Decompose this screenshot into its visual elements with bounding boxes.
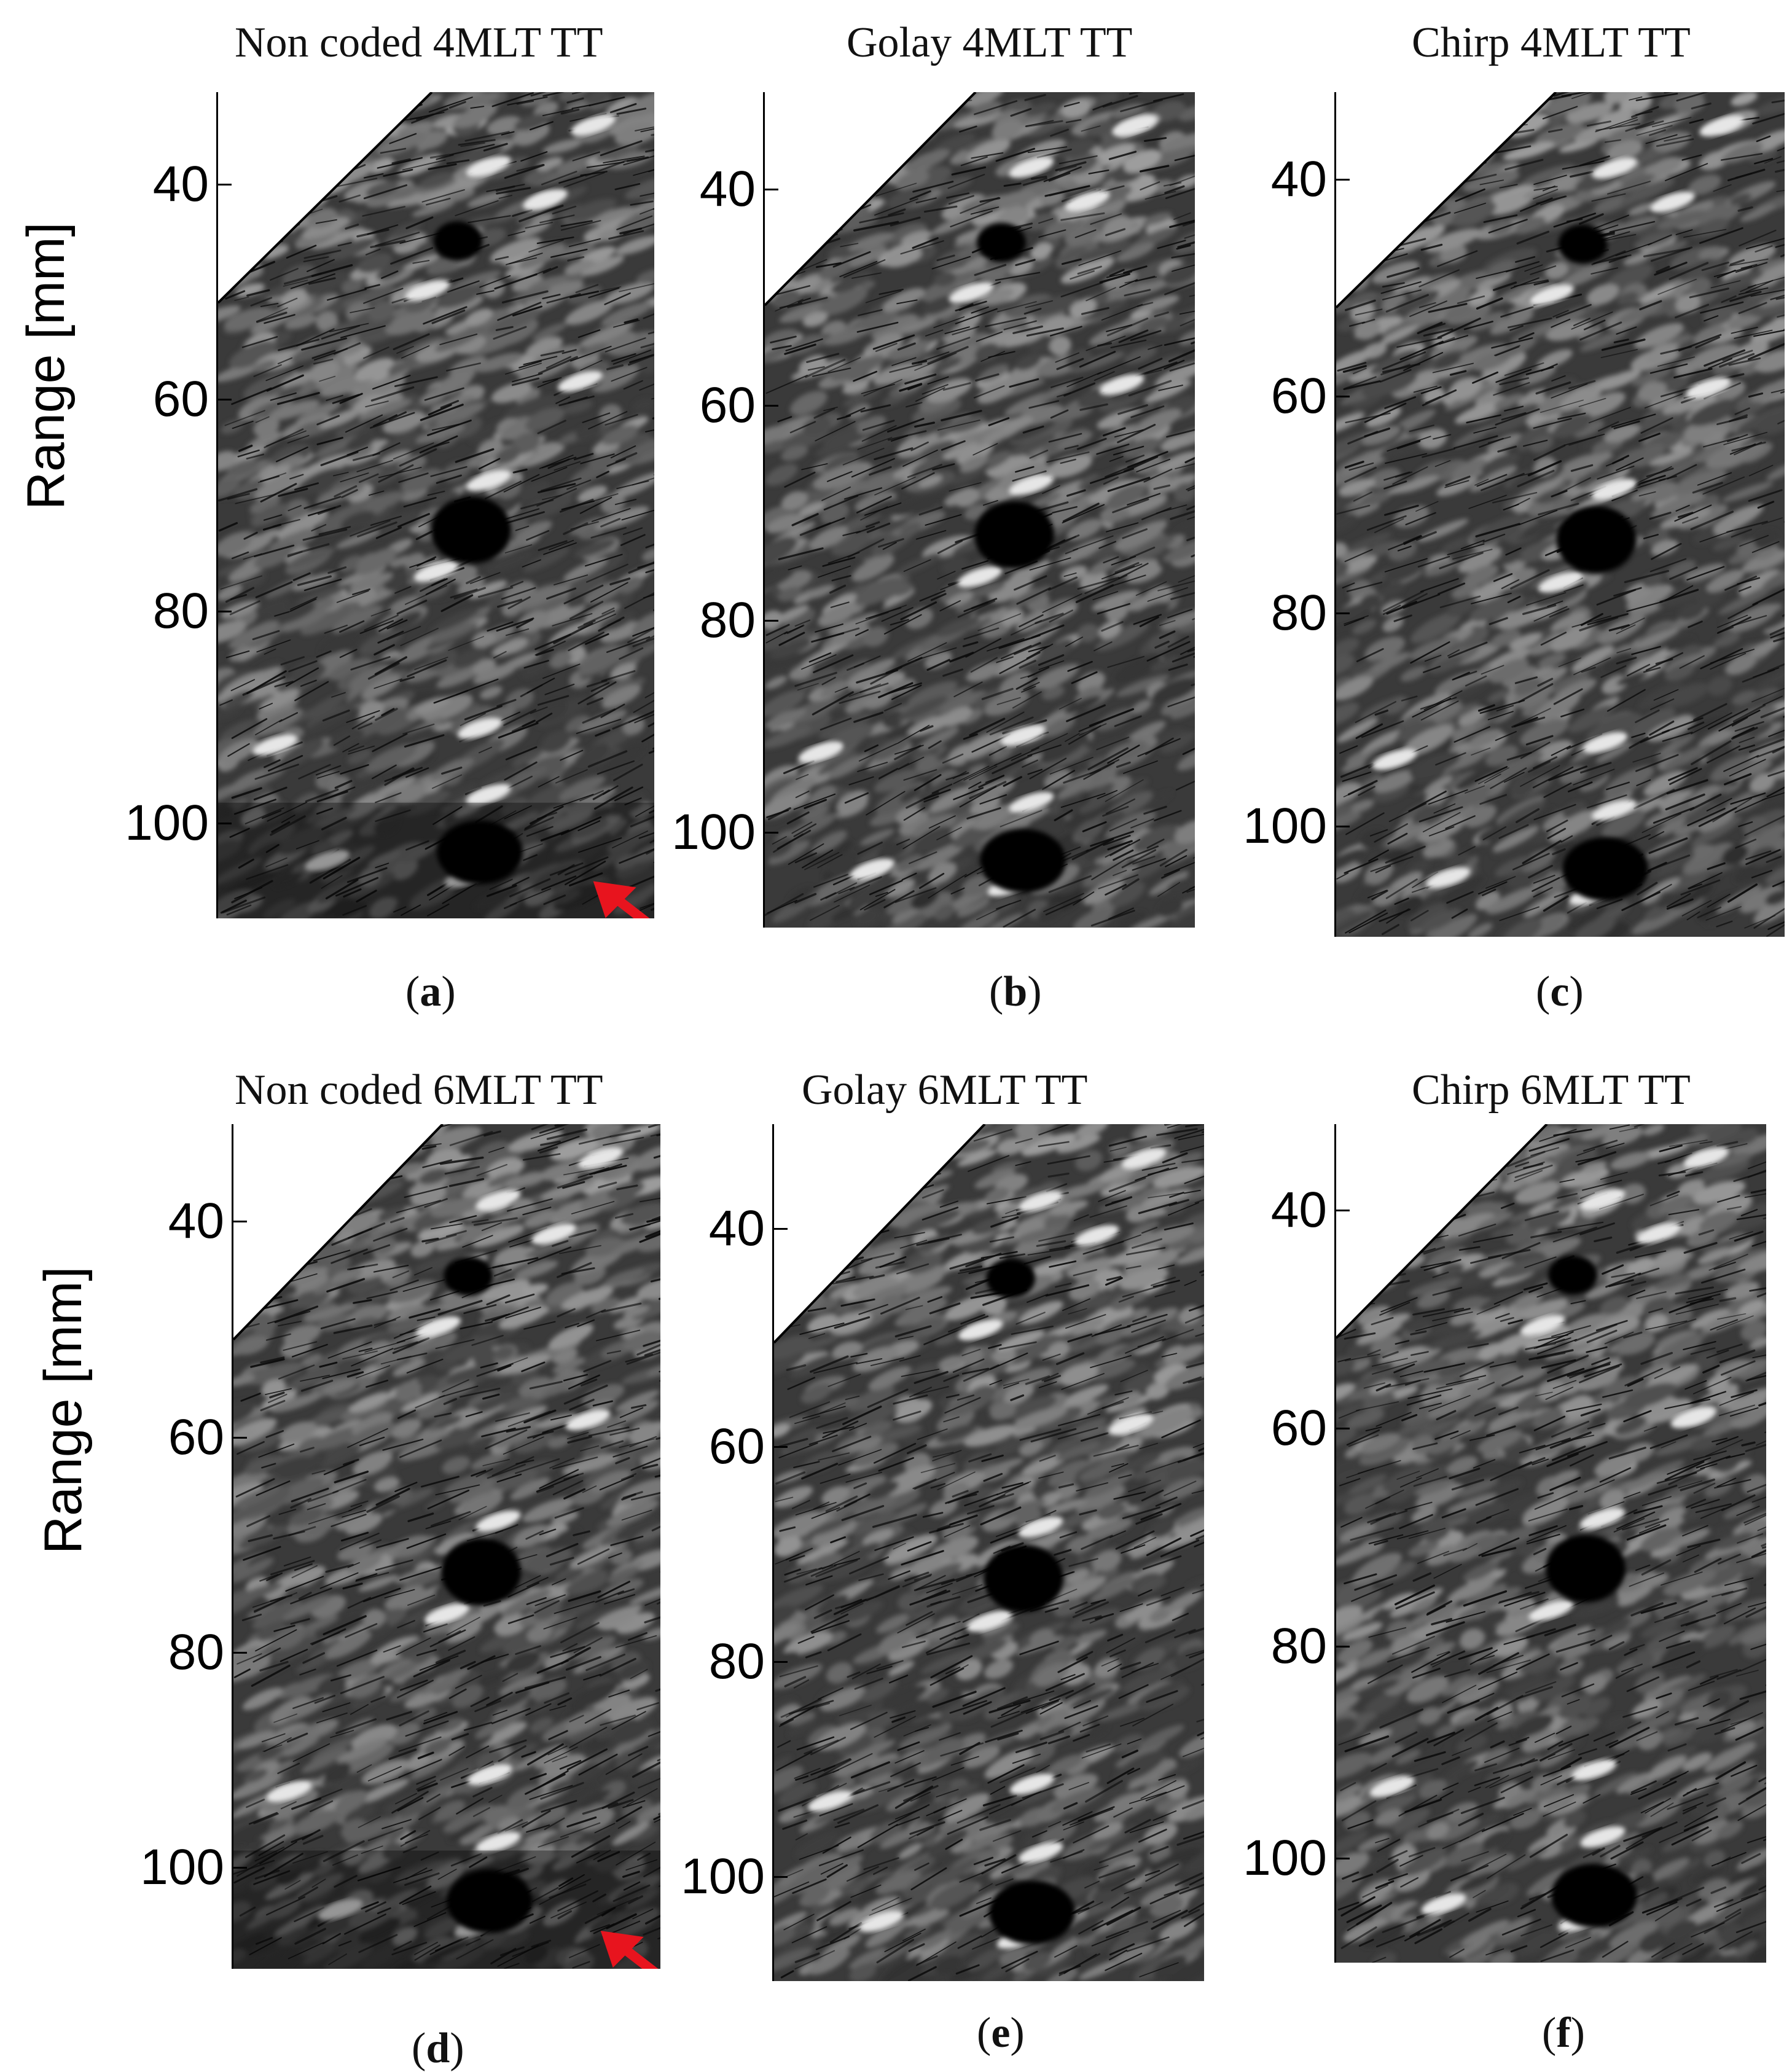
panel-title: Chirp 6MLT TT <box>1412 1069 1691 1112</box>
panel-title: Chirp 4MLT TT <box>1412 22 1691 65</box>
y-axis-line <box>232 1124 233 1969</box>
y-tick-label: 100 <box>1243 801 1327 851</box>
y-tick-label: 60 <box>709 1421 765 1472</box>
panel-title: Golay 4MLT TT <box>847 22 1132 65</box>
ultrasound-panel-b <box>765 92 1195 928</box>
panel-letter: c <box>1550 968 1569 1015</box>
ultrasound-panel-f <box>1336 1124 1766 1963</box>
y-axis-line <box>1334 92 1336 937</box>
ultrasound-panel-e <box>774 1124 1204 1981</box>
y-tick-mark <box>774 1661 788 1663</box>
ultrasound-image <box>1336 92 1785 937</box>
panel-letter: a <box>420 968 441 1015</box>
ultrasound-image <box>233 1124 660 1969</box>
ultrasound-image <box>765 92 1195 928</box>
y-tick-mark <box>233 1437 247 1439</box>
y-tick-mark <box>1336 396 1350 397</box>
panel-caption: (a) <box>405 971 456 1014</box>
y-tick-label: 80 <box>153 586 209 636</box>
y-tick-mark <box>1336 1646 1350 1648</box>
y-tick-mark <box>774 1876 788 1878</box>
y-tick-label: 40 <box>700 164 756 214</box>
y-tick-label: 60 <box>168 1412 224 1463</box>
y-tick-label: 80 <box>709 1636 765 1687</box>
y-tick-mark <box>218 184 232 186</box>
panel-caption: (e) <box>977 2012 1025 2055</box>
panel-letter: b <box>1003 968 1027 1015</box>
ultrasound-image <box>774 1124 1204 1981</box>
ultrasound-image <box>1336 1124 1766 1963</box>
y-tick-label: 60 <box>1271 1403 1327 1453</box>
y-tick-label: 60 <box>153 374 209 424</box>
y-tick-mark <box>765 405 778 407</box>
y-tick-mark <box>765 832 778 834</box>
y-tick-label: 80 <box>1271 1621 1327 1671</box>
y-axis-label: Range [mm] <box>20 222 72 510</box>
y-tick-mark <box>1336 826 1350 827</box>
panel-letter: f <box>1556 2009 1570 2057</box>
y-tick-mark <box>1336 612 1350 614</box>
y-tick-label: 40 <box>709 1203 765 1254</box>
y-tick-label: 80 <box>1271 588 1327 638</box>
panel-caption: (c) <box>1536 971 1584 1014</box>
y-tick-label: 80 <box>700 595 756 646</box>
ultrasound-panel-a <box>218 92 654 918</box>
y-axis-line <box>216 92 218 918</box>
y-tick-mark <box>233 1221 247 1222</box>
y-tick-mark <box>774 1228 788 1230</box>
y-axis-line <box>763 92 765 928</box>
y-tick-label: 40 <box>168 1196 224 1246</box>
panel-title: Non coded 6MLT TT <box>235 1069 603 1112</box>
y-tick-label: 40 <box>153 159 209 209</box>
y-tick-label: 100 <box>140 1842 224 1893</box>
panel-letter: d <box>426 2025 450 2072</box>
y-tick-mark <box>1336 1210 1350 1211</box>
y-tick-mark <box>233 1652 247 1654</box>
panel-caption: (f) <box>1542 2012 1585 2055</box>
y-axis-line <box>772 1124 774 1981</box>
y-tick-mark <box>233 1867 247 1869</box>
y-tick-mark <box>218 399 232 401</box>
y-tick-mark <box>1336 179 1350 181</box>
y-tick-mark <box>765 189 778 190</box>
y-tick-label: 100 <box>671 807 756 858</box>
y-tick-mark <box>218 823 232 824</box>
panel-letter: e <box>991 2009 1010 2057</box>
y-tick-mark <box>765 620 778 622</box>
y-tick-label: 40 <box>1271 1185 1327 1235</box>
y-tick-mark <box>774 1446 788 1448</box>
y-axis-label: Range [mm] <box>37 1267 90 1554</box>
panel-title: Non coded 4MLT TT <box>235 22 603 65</box>
ultrasound-panel-d <box>233 1124 660 1969</box>
panel-caption: (b) <box>989 971 1042 1014</box>
y-tick-label: 100 <box>681 1851 765 1902</box>
y-tick-label: 100 <box>1243 1833 1327 1883</box>
panel-title: Golay 6MLT TT <box>802 1069 1087 1112</box>
y-tick-label: 80 <box>168 1627 224 1678</box>
ultrasound-panel-c <box>1336 92 1785 937</box>
y-tick-label: 40 <box>1271 154 1327 205</box>
y-tick-mark <box>218 611 232 612</box>
y-tick-label: 100 <box>125 798 209 848</box>
y-tick-mark <box>1336 1858 1350 1859</box>
y-tick-label: 60 <box>1271 371 1327 421</box>
y-tick-mark <box>1336 1428 1350 1429</box>
ultrasound-image <box>218 92 654 918</box>
y-tick-label: 60 <box>700 380 756 431</box>
y-axis-line <box>1334 1124 1336 1963</box>
